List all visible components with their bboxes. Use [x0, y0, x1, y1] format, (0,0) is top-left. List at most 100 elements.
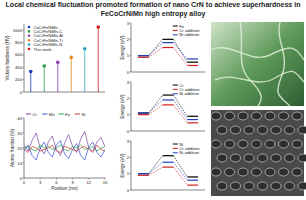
legend-swatch: [28, 30, 31, 33]
energy-level: [187, 176, 198, 177]
connector: [173, 39, 187, 62]
legend-swatch: [173, 89, 178, 90]
figure: 02004006008001000Vickers hardness (HV)Co…: [0, 20, 306, 200]
legend-swatch: [28, 39, 31, 42]
y-tick: [23, 54, 25, 55]
legend-label: Cr: [33, 112, 38, 117]
sem-grain: [217, 182, 227, 190]
stem: [30, 72, 31, 92]
y-tick: [23, 67, 25, 68]
y-axis-title: Atomic fraction (%): [10, 128, 15, 167]
plot-area: [138, 95, 198, 123]
y-tick: [130, 82, 132, 83]
sem-grain: [298, 182, 306, 190]
y-tick-label: 600: [15, 52, 23, 57]
legend-swatch: [75, 114, 80, 115]
stem-head: [96, 25, 100, 29]
sem-grain: [279, 112, 289, 120]
connector: [173, 105, 187, 123]
sem-grain: [258, 182, 268, 190]
y-tick: [23, 178, 25, 179]
energy-level: [138, 173, 149, 174]
x-axis: [24, 178, 105, 179]
stem-head: [42, 64, 46, 68]
x-axis: [131, 72, 205, 73]
connector: [149, 100, 163, 113]
x-tick-label: 15: [103, 180, 108, 185]
energy-level: [163, 94, 174, 95]
plot-area: [29, 25, 100, 92]
y-axis: [131, 82, 132, 131]
plot-area: [24, 132, 105, 161]
y-tick: [23, 92, 25, 93]
y-tick: [23, 148, 25, 149]
y-tick-label: 400: [15, 65, 23, 70]
x-axis: [131, 131, 205, 132]
sem-grain: [238, 140, 248, 148]
legend-swatch: [173, 26, 178, 27]
legend: FeCr additionNi addition: [173, 24, 200, 38]
y-tick-label: 1000: [13, 28, 23, 33]
plot-area: [138, 39, 198, 65]
sem-image: [211, 110, 304, 196]
y-tick-label: 20: [17, 146, 22, 151]
stem-head: [56, 61, 60, 65]
ridge: [211, 48, 304, 60]
stem: [71, 57, 72, 92]
sem-grain: [211, 140, 221, 148]
y-tick-label: 1: [127, 171, 130, 176]
legend: NiCr additionNi addition: [173, 142, 200, 156]
legend-swatch: [28, 35, 31, 38]
legend: CrCr additionNi addition: [173, 83, 200, 97]
sem-grain: [292, 140, 302, 148]
stem: [84, 49, 85, 92]
energy-level: [138, 112, 149, 113]
x-tick-label: 3: [39, 180, 42, 185]
connector: [173, 43, 187, 59]
y-tick: [130, 173, 132, 174]
y-tick-label: 1: [127, 112, 130, 117]
x-tick-label: 12: [86, 180, 91, 185]
y-tick-label: 0: [127, 188, 130, 193]
sem-grain: [252, 168, 262, 176]
energy-level: [187, 58, 198, 59]
y-axis: [131, 23, 132, 72]
energy-level: [163, 42, 174, 43]
energy-level: [138, 175, 149, 176]
legend-swatch: [173, 152, 178, 153]
sem-grain: [244, 126, 254, 134]
y-tick: [23, 163, 25, 164]
sem-grain: [285, 126, 295, 134]
legend-label: Fe: [65, 112, 71, 117]
legend-swatch: [42, 114, 47, 115]
energy-level: [163, 47, 174, 48]
legend-swatch: [173, 144, 178, 145]
y-axis-title: Energy (eV): [120, 35, 125, 60]
sem-grain: [231, 154, 241, 162]
x-axis: [24, 92, 105, 93]
sem-grain: [225, 112, 235, 120]
y-axis-title: Vickers hardness (HV): [5, 35, 10, 80]
x-tick-label: 6: [55, 180, 58, 185]
y-tick: [130, 39, 132, 40]
legend-swatch: [28, 43, 31, 46]
sem-grain: [217, 126, 227, 134]
sem-grain: [292, 112, 302, 120]
y-tick: [130, 131, 132, 132]
energy-level: [138, 57, 149, 58]
y-tick-label: 1: [127, 53, 130, 58]
y-tick: [23, 133, 25, 134]
connector: [173, 167, 187, 185]
energy-level: [163, 155, 174, 156]
sem-grain: [252, 140, 262, 148]
legend-swatch: [26, 114, 31, 115]
sem-grain: [258, 154, 268, 162]
sem-grain: [285, 154, 295, 162]
connector: [173, 95, 187, 116]
series-line: [24, 141, 105, 161]
y-axis-title: Energy (eV): [120, 153, 125, 178]
legend-swatch: [173, 93, 178, 94]
y-tick: [23, 118, 25, 119]
y-tick-label: 2: [127, 155, 130, 160]
legend: CrMnFeNi: [26, 112, 85, 117]
